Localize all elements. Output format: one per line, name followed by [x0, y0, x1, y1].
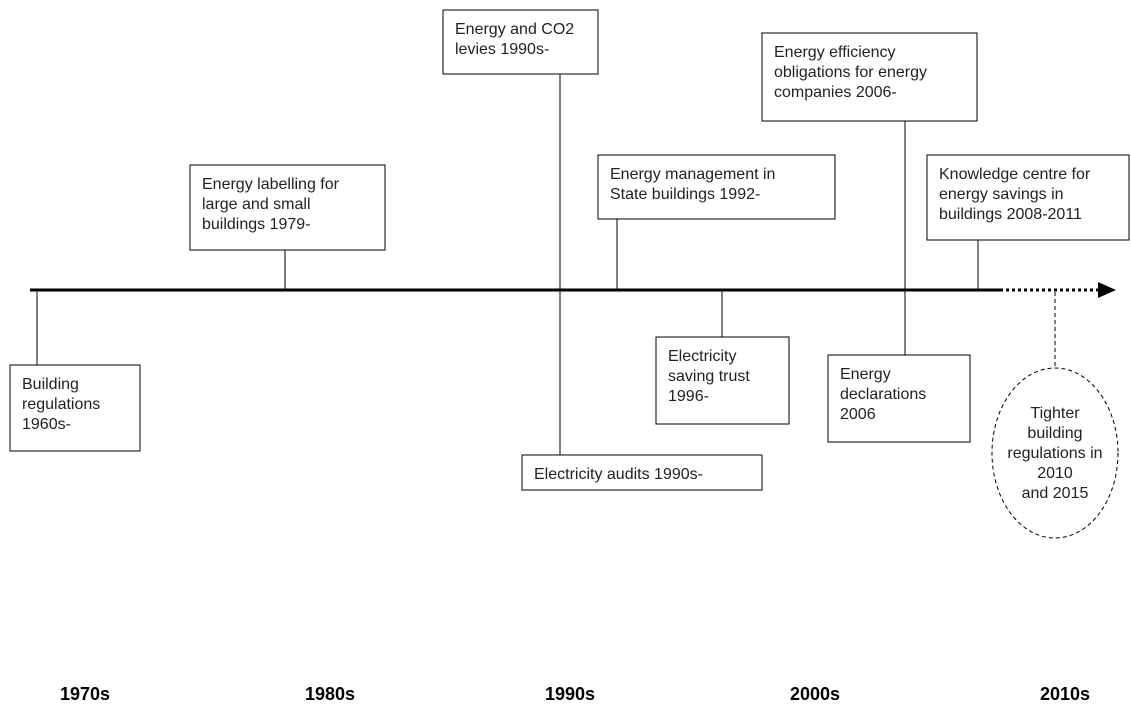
decade-label: 2010s	[1040, 684, 1090, 704]
event-box	[521, 454, 763, 491]
event-label: State buildings 1992-	[610, 186, 760, 203]
event-label: buildings 2008-2011	[939, 206, 1082, 223]
event-box	[655, 336, 790, 425]
event-label: regulations	[22, 396, 100, 413]
decade-label: 1980s	[305, 684, 355, 704]
event-label: large and small	[202, 196, 311, 213]
event-label: 2006	[840, 406, 876, 423]
event-label: and 2015	[1022, 485, 1089, 502]
event-box	[926, 154, 1130, 241]
event-label: energy savings in	[939, 186, 1064, 203]
event-label: Energy management in	[610, 166, 775, 183]
event-label: obligations for energy	[774, 64, 927, 81]
decade-label: 1970s	[60, 684, 110, 704]
event-label: buildings 1979-	[202, 216, 311, 233]
event-label: Tighter	[1030, 405, 1080, 422]
event-label: Building	[22, 376, 79, 393]
event-label: Energy	[840, 366, 891, 383]
decade-label: 2000s	[790, 684, 840, 704]
event-box	[189, 164, 386, 251]
event-label: Energy efficiency	[774, 44, 896, 61]
event-ellipse	[991, 367, 1119, 539]
event-box	[761, 32, 978, 122]
arrow-head	[1098, 282, 1116, 298]
event-label: regulations in	[1007, 445, 1102, 462]
event-label: 1960s-	[22, 416, 71, 433]
decade-label: 1990s	[545, 684, 595, 704]
event-label: declarations	[840, 386, 926, 403]
event-box	[827, 354, 971, 443]
event-box	[597, 154, 836, 220]
event-label: Electricity audits 1990s-	[534, 466, 703, 483]
event-label: levies 1990s-	[455, 41, 549, 58]
event-label: companies 2006-	[774, 84, 897, 101]
event-label: 2010	[1037, 465, 1073, 482]
event-box	[442, 9, 599, 75]
event-box	[9, 364, 141, 452]
event-label: Electricity	[668, 348, 736, 365]
event-label: saving trust	[668, 368, 750, 385]
event-label: Energy and CO2	[455, 21, 574, 38]
event-label: 1996-	[668, 388, 709, 405]
event-label: Energy labelling for	[202, 176, 340, 193]
event-label: building	[1027, 425, 1082, 442]
event-label: Knowledge centre for	[939, 166, 1091, 183]
